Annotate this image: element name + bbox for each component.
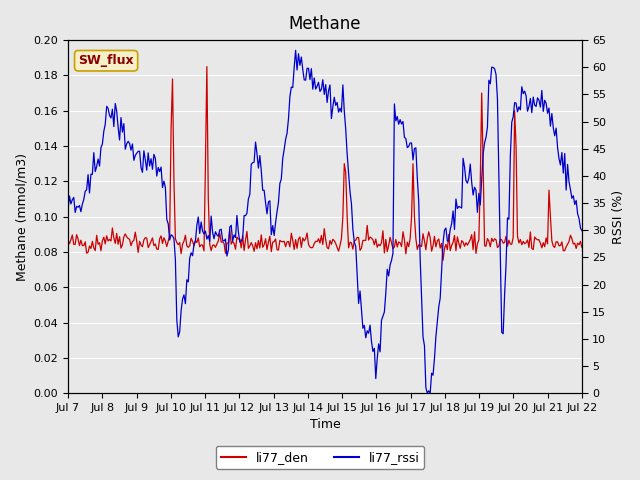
- Y-axis label: RSSI (%): RSSI (%): [612, 190, 625, 244]
- Text: SW_flux: SW_flux: [78, 54, 134, 67]
- Legend: li77_den, li77_rssi: li77_den, li77_rssi: [216, 446, 424, 469]
- Title: Methane: Methane: [289, 15, 361, 33]
- Y-axis label: Methane (mmol/m3): Methane (mmol/m3): [15, 153, 28, 281]
- X-axis label: Time: Time: [310, 419, 340, 432]
